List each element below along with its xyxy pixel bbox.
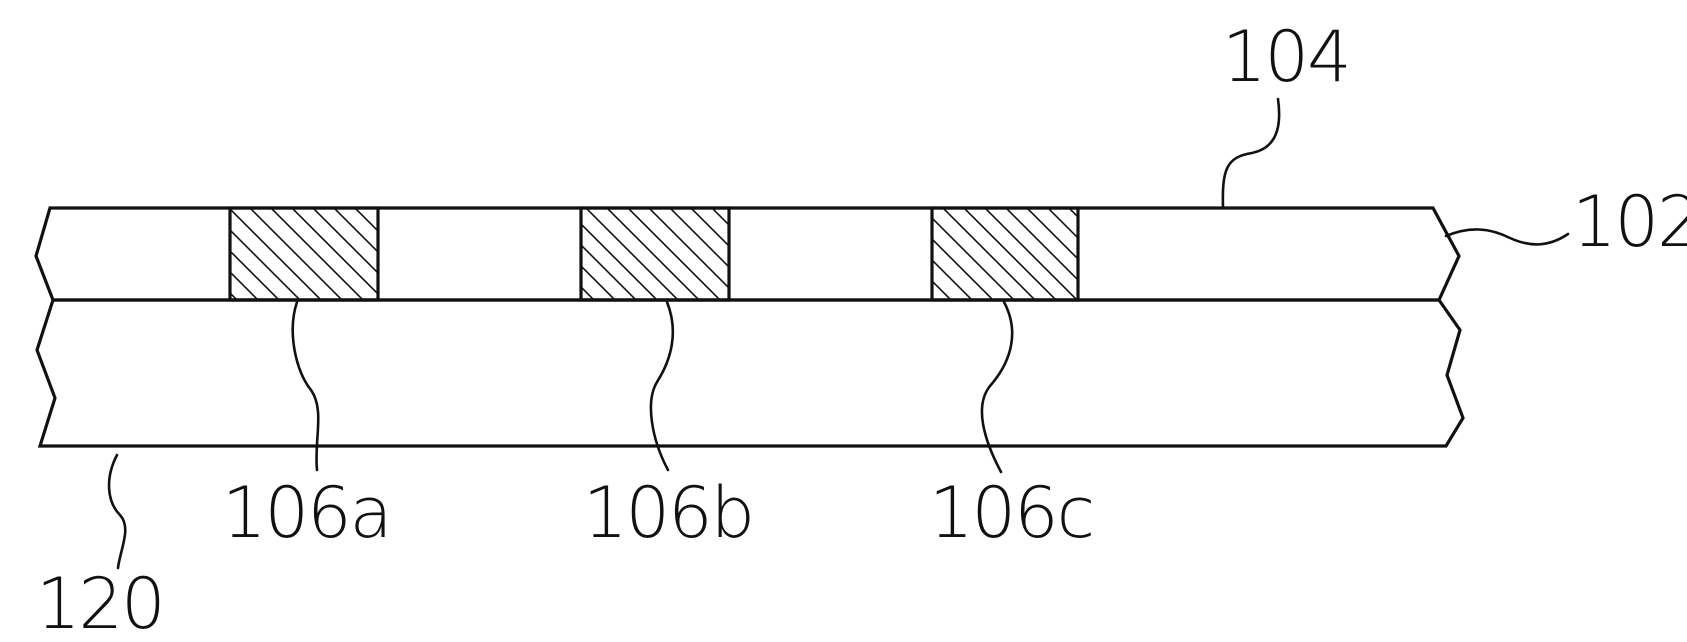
label-106b: 106b [583,472,753,554]
leader-104 [1223,99,1279,208]
region-106a [230,208,378,300]
label-106c: 106c [929,472,1093,554]
leader-102 [1446,229,1568,244]
region-106b [581,208,729,300]
substrate-120 [37,300,1463,446]
label-102: 102 [1572,181,1687,263]
leader-120 [109,455,125,568]
region-106c [932,208,1078,300]
label-120: 120 [36,563,164,642]
label-106a: 106a [222,472,391,554]
label-104: 104 [1222,16,1350,98]
